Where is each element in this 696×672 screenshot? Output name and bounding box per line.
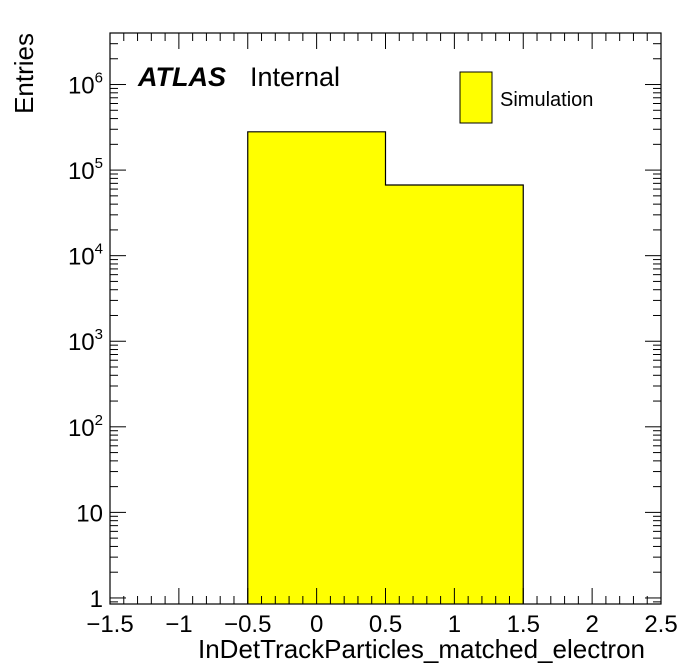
y-tick-label: 102 xyxy=(68,412,103,442)
legend-swatch-simulation xyxy=(459,71,493,124)
y-tick-label: 105 xyxy=(68,155,103,185)
x-axis-title: InDetTrackParticles_matched_electron xyxy=(198,634,645,664)
bars-layer xyxy=(247,131,524,604)
x-tick-label: −1 xyxy=(165,611,192,638)
x-tick-label: 2.5 xyxy=(644,611,677,638)
histogram-bin-1 xyxy=(385,184,524,604)
x-tick-label: −1.5 xyxy=(86,611,133,638)
x-tick-label: −0.5 xyxy=(224,611,271,638)
legend-label-simulation: Simulation xyxy=(500,89,593,111)
histogram-bin-0 xyxy=(247,131,386,604)
y-axis-title: Entries xyxy=(9,33,39,114)
histogram-outline xyxy=(247,131,524,604)
y-tick-label: 10 xyxy=(76,500,103,527)
ticks-layer xyxy=(109,32,662,604)
y-tick-label: 104 xyxy=(68,241,103,271)
internal-label: Internal xyxy=(250,62,340,92)
y-tick-label: 1 xyxy=(90,586,103,613)
x-tick-label: 2 xyxy=(585,611,598,638)
x-tick-label: 0.5 xyxy=(369,611,402,638)
tick-labels-layer: −1.5 −1 −0.5 0 0.5 1 1.5 2 2.5 1 10 102 103 104 105 106 xyxy=(68,70,678,638)
x-tick-label: 1 xyxy=(448,611,461,638)
x-tick-label: 0 xyxy=(310,611,323,638)
y-tick-label: 103 xyxy=(68,326,103,356)
x-tick-label: 1.5 xyxy=(507,611,540,638)
atlas-label: ATLAS xyxy=(137,62,226,92)
y-tick-label: 106 xyxy=(68,70,103,100)
